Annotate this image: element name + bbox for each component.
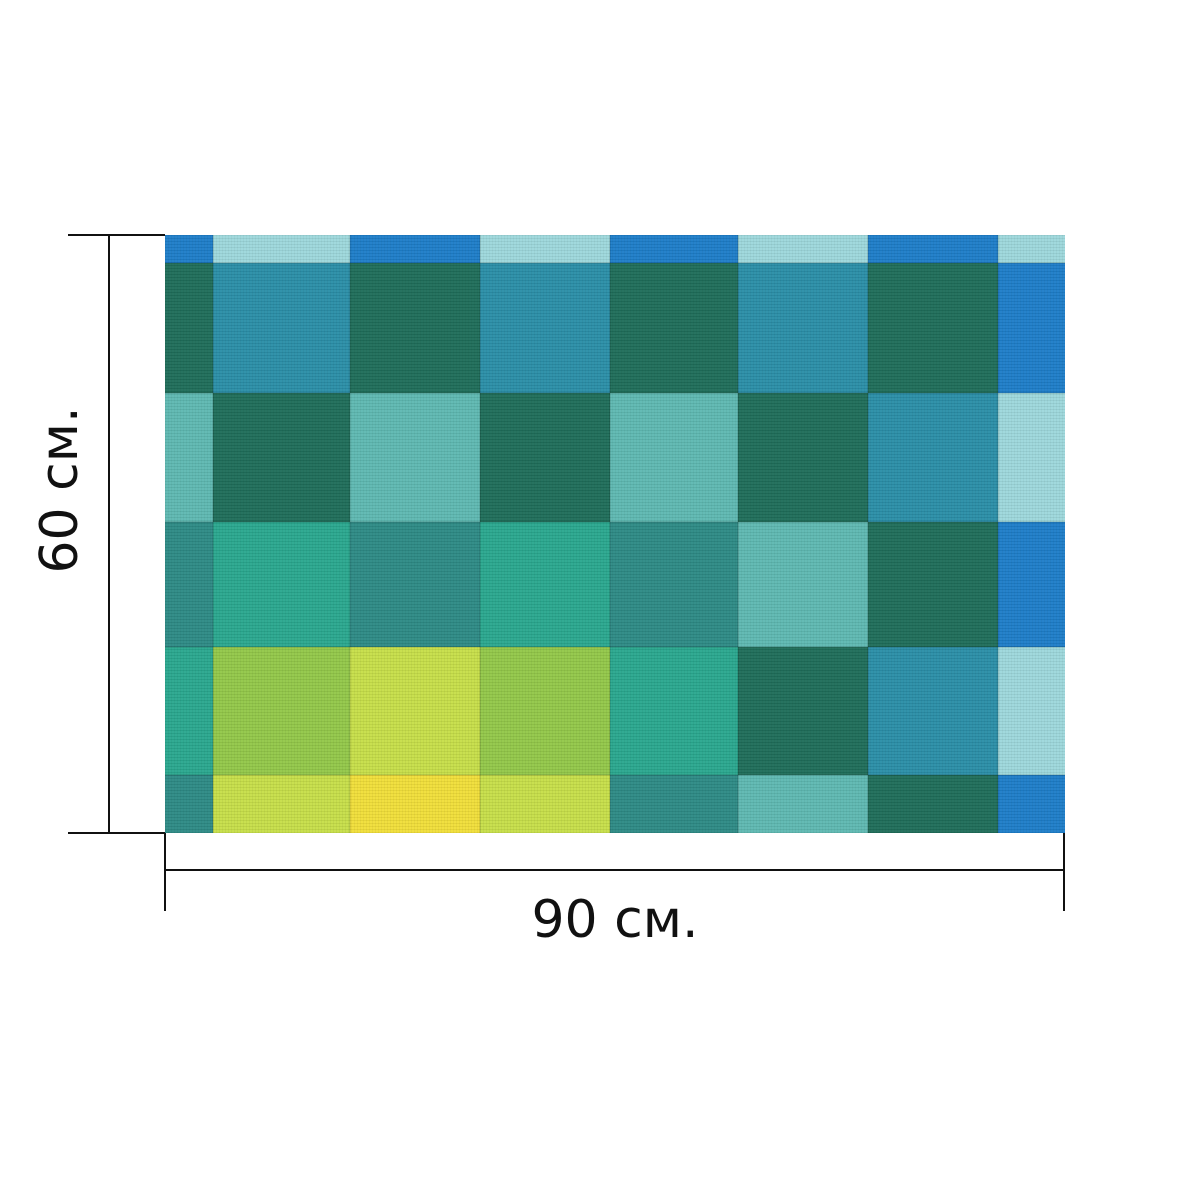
- fabric-tile: [610, 235, 738, 263]
- fabric-tile: [213, 522, 350, 647]
- fabric-tile: [480, 647, 610, 775]
- fabric-tile: [998, 263, 1065, 393]
- fabric-tile: [998, 235, 1065, 263]
- height-dimension-top-tick: [68, 234, 165, 236]
- fabric-tile: [738, 263, 868, 393]
- fabric-tile: [868, 522, 998, 647]
- fabric-tile: [350, 775, 480, 833]
- fabric-tile: [868, 235, 998, 263]
- fabric-tile: [610, 393, 738, 522]
- height-dimension-bottom-tick: [68, 832, 165, 834]
- fabric-tile: [350, 263, 480, 393]
- fabric-tile: [610, 263, 738, 393]
- fabric-tile: [165, 235, 213, 263]
- fabric-tile: [738, 235, 868, 263]
- fabric-tile: [738, 522, 868, 647]
- fabric-tile: [165, 393, 213, 522]
- fabric-tile: [350, 647, 480, 775]
- width-dimension-right-tick: [1063, 833, 1065, 911]
- fabric-tile: [165, 263, 213, 393]
- fabric-tile: [480, 263, 610, 393]
- knitted-fabric-image: [165, 235, 1065, 833]
- fabric-tile: [213, 263, 350, 393]
- fabric-tile: [738, 393, 868, 522]
- fabric-tile: [350, 393, 480, 522]
- fabric-tile: [868, 263, 998, 393]
- fabric-tile: [213, 393, 350, 522]
- fabric-tile: [480, 235, 610, 263]
- width-dimension-line: [165, 869, 1065, 871]
- fabric-tile: [998, 393, 1065, 522]
- fabric-tile: [213, 647, 350, 775]
- fabric-tile: [998, 522, 1065, 647]
- fabric-tile: [738, 775, 868, 833]
- fabric-tile: [350, 522, 480, 647]
- fabric-tile: [213, 775, 350, 833]
- fabric-tile: [480, 775, 610, 833]
- fabric-tile: [350, 235, 480, 263]
- fabric-tile: [165, 647, 213, 775]
- fabric-tile: [868, 775, 998, 833]
- fabric-tile: [998, 647, 1065, 775]
- width-dimension-label: 90 см.: [531, 890, 699, 950]
- fabric-tile: [610, 775, 738, 833]
- fabric-tile: [998, 775, 1065, 833]
- width-dimension-left-tick: [164, 833, 166, 911]
- height-dimension-line: [108, 235, 110, 833]
- height-dimension-label: 60 см.: [30, 406, 90, 574]
- fabric-tile: [868, 647, 998, 775]
- fabric-tile: [213, 235, 350, 263]
- fabric-tile: [165, 522, 213, 647]
- fabric-tile: [738, 647, 868, 775]
- fabric-tile: [610, 522, 738, 647]
- fabric-tile: [480, 393, 610, 522]
- fabric-tile: [868, 393, 998, 522]
- fabric-tile: [165, 775, 213, 833]
- fabric-tile: [610, 647, 738, 775]
- fabric-tile: [480, 522, 610, 647]
